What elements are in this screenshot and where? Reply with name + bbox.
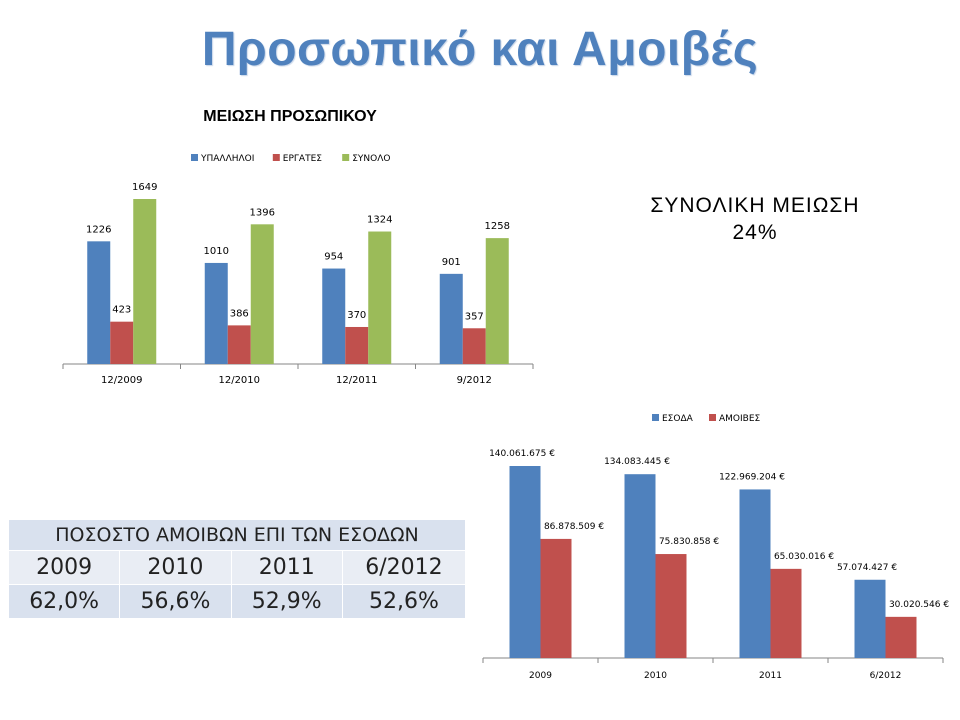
data-label: 1226: [86, 224, 111, 235]
data-label: 901: [442, 257, 461, 268]
bar-εσοδα: [624, 474, 656, 658]
legend-label: ΣΥΝΟΛΟ: [352, 154, 390, 164]
data-label: 423: [112, 305, 131, 316]
data-label: 140.061.675 €: [489, 449, 555, 459]
table-cell-value: 62,0%: [7, 584, 121, 619]
data-label: 134.083.445 €: [604, 457, 670, 467]
bar-αμοιβες: [770, 568, 802, 658]
total-reduction-label: ΣΥΝΟΛΙΚΗ ΜΕΙΩΣΗ: [650, 194, 860, 217]
legend-swatch: [191, 154, 198, 161]
data-label: 1258: [485, 221, 510, 232]
table-values-row: 62,0% 56,6% 52,9% 52,6%: [7, 584, 467, 619]
legend-label: ΕΡΓΑΤΕΣ: [283, 154, 322, 164]
data-label: 370: [347, 310, 366, 321]
bar-εσοδα: [854, 579, 886, 658]
data-label: 65.030.016 €: [774, 552, 834, 562]
x-tick-label: 2011: [759, 671, 782, 681]
bar-εργατες: [110, 321, 134, 364]
data-label: 1324: [367, 215, 392, 226]
legend-label: ΕΣΟΔΑ: [662, 414, 694, 424]
data-label: 75.830.858 €: [659, 537, 719, 547]
data-label: 122.969.204 €: [719, 472, 785, 482]
bar-υπαλληλοι: [204, 262, 228, 364]
data-label: 57.074.427 €: [837, 563, 897, 573]
table-cell-value: 56,6%: [119, 584, 232, 619]
data-label: 86.878.509 €: [544, 522, 604, 532]
bar-συνολο: [485, 238, 509, 364]
x-tick-label: 2010: [644, 671, 667, 681]
table-cell-value: 52,6%: [341, 584, 467, 619]
bar-εργατες: [345, 326, 369, 364]
table-cell-year: 2010: [119, 550, 232, 585]
legend-swatch: [272, 154, 280, 161]
total-reduction-box: ΣΥΝΟΛΙΚΗ ΜΕΙΩΣΗ 24%: [620, 192, 890, 246]
bar-εσοδα: [739, 489, 771, 658]
bar-αμοιβες: [655, 554, 687, 658]
bar-εργατες: [462, 328, 486, 364]
x-tick-label: 12/2009: [101, 375, 143, 386]
slide-title: Προσωπικό και Αμοιβές: [201, 23, 759, 76]
salary-revenue-ratio-table: ΠΟΣΟΣΤΟ ΑΜΟΙΒΩΝ ΕΠΙ ΤΩΝ ΕΣΟΔΩΝ 2009 2010…: [7, 519, 467, 619]
data-label: 30.020.546 €: [889, 600, 949, 610]
bar-αμοιβες: [885, 616, 917, 658]
legend-swatch: [709, 414, 716, 421]
table-cell-value: 52,9%: [230, 584, 343, 619]
data-label: 386: [230, 308, 249, 319]
staff-chart-title: ΜΕΙΩΣΗ ΠΡΟΣΩΠΙΚΟΥ: [203, 108, 377, 125]
table-years-row: 2009 2010 2011 6/2012: [7, 550, 467, 585]
bar-εργατες: [227, 325, 251, 364]
legend-label: ΥΠΑΛΛΗΛΟΙ: [200, 154, 254, 164]
table-header: ΠΟΣΟΣΤΟ ΑΜΟΙΒΩΝ ΕΠΙ ΤΩΝ ΕΣΟΔΩΝ: [8, 519, 466, 551]
bar-υπαλληλοι: [439, 273, 463, 364]
legend-swatch: [342, 154, 350, 161]
data-label: 954: [324, 252, 343, 263]
x-tick-label: 6/2012: [870, 671, 902, 681]
table-cell-year: 6/2012: [341, 550, 467, 585]
bar-υπαλληλοι: [322, 268, 346, 364]
x-tick-label: 12/2011: [336, 375, 378, 386]
bar-συνολο: [368, 231, 392, 364]
x-tick-label: 12/2010: [218, 375, 260, 386]
bar-υπαλληλοι: [87, 241, 111, 364]
legend-swatch: [652, 414, 659, 421]
x-tick-label: 2009: [529, 671, 552, 681]
bar-αμοιβες: [540, 538, 572, 658]
data-label: 1649: [132, 182, 157, 193]
table-header-row: ΠΟΣΟΣΤΟ ΑΜΟΙΒΩΝ ΕΠΙ ΤΩΝ ΕΣΟΔΩΝ: [8, 519, 466, 551]
data-label: 357: [465, 311, 484, 322]
table-cell-year: 2011: [230, 550, 343, 585]
legend-label: ΑΜΟΙΒΕΣ: [719, 414, 761, 424]
bar-συνολο: [133, 199, 157, 364]
data-label: 1010: [204, 246, 229, 257]
data-label: 1396: [250, 207, 275, 218]
total-reduction-value: 24%: [732, 221, 778, 244]
bar-εσοδα: [509, 466, 541, 658]
x-tick-label: 9/2012: [457, 375, 492, 386]
bar-συνολο: [250, 224, 274, 364]
table-cell-year: 2009: [7, 550, 121, 585]
